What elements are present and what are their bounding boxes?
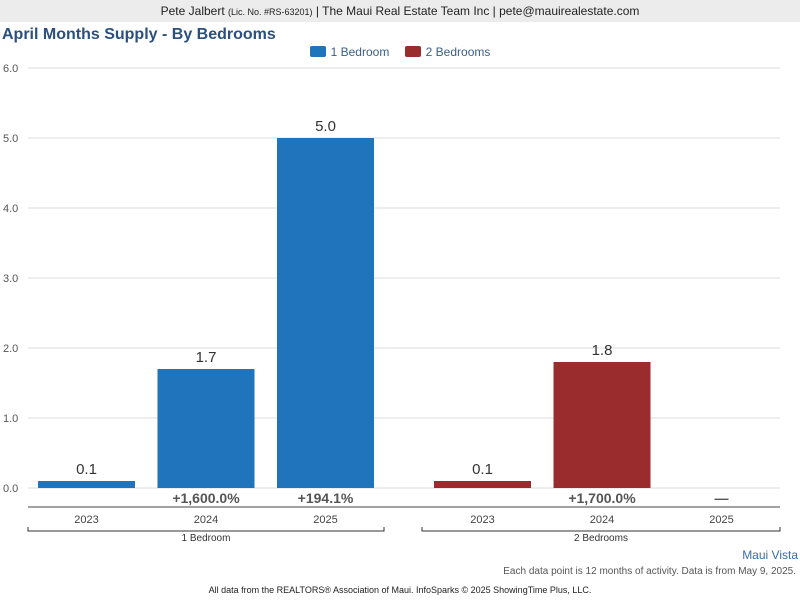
bar-1-bedroom-2025[interactable] [277,138,374,488]
x-tick-label: 2024 [590,514,614,526]
y-tick-label: 6.0 [3,63,18,75]
group-label: 2 Bedrooms [574,533,628,544]
chart-title: April Months Supply - By Bedrooms [2,26,276,43]
legend-item-2-bedrooms[interactable]: 2 Bedrooms [404,45,491,59]
legend-swatch-2-bedrooms [404,46,421,57]
x-tick-label: 2023 [74,514,98,526]
legend-item-1-bedroom[interactable]: 1 Bedroom [309,45,390,59]
chart-legend: 1 Bedroom 2 Bedrooms [0,45,800,63]
change-label: +1,700.0% [568,490,636,506]
y-tick-label: 2.0 [3,343,18,355]
bar-1-bedroom-2024[interactable] [157,369,255,488]
y-tick-label: 0.0 [3,483,18,495]
data-label: 0.1 [76,461,97,478]
y-tick-label: 5.0 [3,133,18,145]
y-tick-label: 1.0 [3,413,18,425]
market-name[interactable]: Maui Vista [742,548,798,562]
bar-1-bedroom-2023[interactable] [38,481,135,488]
data-label: 5.0 [315,118,336,135]
change-label: +1,600.0% [172,490,240,506]
agent-header-bar: Pete Jalbert (Lic. No. #RS-63201) | The … [0,0,800,22]
data-note: Each data point is 12 months of activity… [503,566,796,577]
y-tick-label: 3.0 [3,273,18,285]
x-tick-label: 2024 [194,514,218,526]
change-label: — [715,490,729,506]
group-label: 1 Bedroom [182,533,231,544]
legend-label-1-bedroom: 1 Bedroom [330,45,390,59]
agent-license: (Lic. No. #RS-63201) [228,7,313,17]
change-label: +194.1% [298,490,354,506]
data-label: 1.7 [196,349,217,366]
x-tick-label: 2025 [709,514,733,526]
bar-2-bedrooms-2023[interactable] [434,481,531,488]
bar-2-bedrooms-2024[interactable] [553,362,651,488]
x-tick-label: 2023 [470,514,494,526]
group-bracket [27,527,385,532]
x-tick-label: 2025 [313,514,337,526]
legend-label-2-bedrooms: 2 Bedrooms [425,45,491,59]
data-label: 0.1 [472,461,493,478]
legend-swatch-1-bedroom [309,46,326,57]
agent-name: Pete Jalbert [160,4,225,18]
data-label: 1.8 [592,342,613,359]
footer-credit: All data from the REALTORS® Association … [208,585,592,595]
company-email: | The Maui Real Estate Team Inc | pete@m… [315,4,640,18]
group-bracket [421,527,781,532]
y-tick-label: 4.0 [3,203,18,215]
